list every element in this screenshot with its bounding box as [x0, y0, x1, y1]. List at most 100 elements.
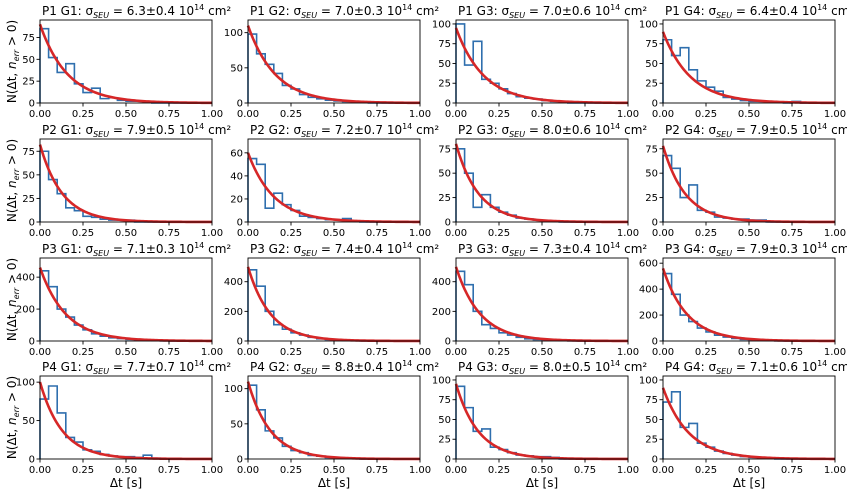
- y-axis-label: N(Δt, nerr > 0): [5, 20, 21, 103]
- x-tick-label: 0.50: [115, 465, 137, 476]
- exponential-fit-curve: [246, 152, 420, 224]
- x-tick-label: 0.00: [445, 109, 467, 120]
- x-tick-label: 0.25: [280, 109, 302, 120]
- x-tick-label: 0.75: [158, 228, 180, 239]
- y-tick-label: 75: [438, 144, 451, 155]
- histogram-steps: [247, 157, 420, 223]
- x-tick-label: 0.50: [531, 465, 553, 476]
- x-tick-label: 0.50: [115, 228, 137, 239]
- axes-frame: [662, 138, 836, 223]
- x-axis-label: Δt [s]: [526, 476, 558, 490]
- histogram-steps: [662, 391, 835, 460]
- x-tick-label: 0.50: [738, 347, 760, 358]
- y-tick-label: 400: [16, 273, 35, 284]
- subplot-title: P2 G1: σSEU = 7.9±0.5 1014 cm²: [42, 122, 231, 139]
- subplot-4-2: P4 G2: σSEU = 8.8±0.4 1014 cm² 0.00 0.25 0.…: [224, 359, 439, 490]
- x-tick-label: 1.00: [617, 347, 639, 358]
- y-tick-label: 75: [438, 39, 451, 50]
- x-tick-label: 1.00: [409, 109, 431, 120]
- y-tick-label: 100: [224, 28, 243, 39]
- subplot-3-1: P3 G1: σSEU = 7.1±0.3 1014 cm² 0.00 0.25 0.…: [5, 241, 231, 358]
- subplot-2-4: P2 G4: σSEU = 7.9±0.5 1014 cm² 0.00 0.25 0.…: [645, 122, 847, 239]
- axes-frame: [662, 375, 836, 460]
- y-tick-label: 100: [432, 375, 451, 386]
- y-tick-label: 50: [22, 170, 35, 181]
- x-tick-label: 1.00: [409, 347, 431, 358]
- x-tick-label: 1.00: [824, 465, 846, 476]
- axes-frame: [39, 257, 213, 342]
- x-tick-label: 0.50: [115, 109, 137, 120]
- histogram-steps: [455, 147, 628, 223]
- x-tick-label: 0.00: [237, 228, 259, 239]
- x-tick-label: 0.50: [323, 347, 345, 358]
- y-tick-label: 25: [22, 194, 35, 205]
- x-tick-label: 0.75: [781, 465, 803, 476]
- y-tick-label: 20: [230, 194, 243, 205]
- y-tick-label: 0: [29, 218, 35, 229]
- x-tick-label: 0.75: [574, 228, 596, 239]
- exponential-fit-curve: [38, 144, 212, 224]
- x-tick-label: 1.00: [824, 347, 846, 358]
- y-axis-label: N(Δt, nerr > 0): [5, 376, 21, 459]
- x-tick-label: 0.75: [366, 228, 388, 239]
- x-tick-label: 0.50: [323, 465, 345, 476]
- y-tick-label: 0: [237, 218, 243, 229]
- x-tick-label: 0.25: [488, 228, 510, 239]
- x-tick-label: 0.75: [366, 109, 388, 120]
- axes-frame: [247, 257, 421, 342]
- exponential-fit-curve: [661, 145, 836, 224]
- histogram-steps: [39, 150, 212, 223]
- x-tick-label: 0.25: [72, 109, 94, 120]
- y-tick-label: 200: [224, 307, 243, 318]
- histogram-steps: [247, 269, 420, 342]
- axes-frame: [247, 138, 421, 223]
- x-tick-label: 0.75: [158, 465, 180, 476]
- x-tick-label: 0.50: [323, 109, 345, 120]
- x-tick-label: 1.00: [409, 228, 431, 239]
- subplot-title: P1 G1: σSEU = 6.3±0.4 1014 cm²: [42, 3, 231, 20]
- x-tick-label: 1.00: [617, 228, 639, 239]
- x-tick-label: 0.00: [652, 347, 674, 358]
- subplot-title: P4 G1: σSEU = 7.7±0.7 1014 cm²: [42, 359, 231, 376]
- y-tick-label: 0: [237, 337, 243, 348]
- x-tick-label: 0.00: [29, 465, 51, 476]
- y-tick-label: 400: [432, 277, 451, 288]
- y-tick-label: 25: [438, 79, 451, 90]
- y-tick-label: 0: [29, 455, 35, 466]
- y-tick-label: 50: [645, 169, 658, 180]
- subplot-2-1: P2 G1: σSEU = 7.9±0.5 1014 cm² 0.00 0.25 0.…: [5, 122, 231, 239]
- axes-frame: [247, 375, 421, 460]
- x-tick-label: 0.00: [29, 347, 51, 358]
- subplot-title: P4 G3: σSEU = 8.0±0.5 1014 cm²: [458, 359, 647, 376]
- x-axis-label: Δt [s]: [733, 476, 765, 490]
- subplot-4-4: P4 G4: σSEU = 7.1±0.6 1014 cm² 0.00 0.25 0.…: [639, 359, 847, 490]
- subplot-1-3: P1 G3: σSEU = 7.0±0.6 1014 cm² 0.00 0.25 0.…: [432, 3, 647, 120]
- x-tick-label: 1.00: [201, 465, 223, 476]
- x-tick-label: 1.00: [617, 109, 639, 120]
- x-tick-label: 0.50: [531, 347, 553, 358]
- exponential-fit-curve: [246, 266, 421, 343]
- x-tick-label: 0.50: [738, 228, 760, 239]
- x-tick-label: 0.75: [574, 347, 596, 358]
- y-tick-label: 200: [639, 311, 658, 322]
- x-tick-label: 0.25: [695, 347, 717, 358]
- axes-frame: [39, 19, 213, 104]
- axes-frame: [455, 375, 629, 460]
- y-tick-label: 50: [645, 415, 658, 426]
- y-tick-label: 0: [445, 99, 451, 110]
- exponential-fit-curve: [454, 266, 628, 343]
- y-tick-label: 60: [230, 148, 243, 159]
- y-tick-label: 75: [438, 395, 451, 406]
- y-tick-label: 0: [237, 455, 243, 466]
- y-tick-label: 100: [639, 375, 658, 386]
- x-tick-label: 0.75: [366, 465, 388, 476]
- subplot-title: P3 G1: σSEU = 7.1±0.3 1014 cm²: [42, 241, 231, 258]
- histogram-steps: [455, 385, 628, 460]
- y-tick-label: 50: [438, 59, 451, 70]
- x-tick-label: 0.75: [781, 228, 803, 239]
- y-tick-label: 0: [445, 218, 451, 229]
- x-tick-label: 0.25: [280, 228, 302, 239]
- x-tick-label: 0.00: [237, 109, 259, 120]
- x-tick-label: 0.25: [695, 228, 717, 239]
- y-tick-label: 75: [22, 33, 35, 44]
